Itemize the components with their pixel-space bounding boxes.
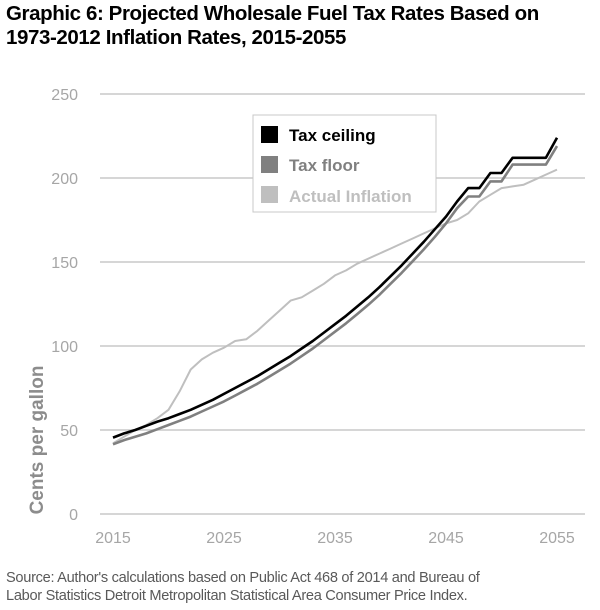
legend-box <box>252 114 437 213</box>
source-note: Source: Author's calculations based on P… <box>6 569 600 605</box>
y-tick-label: 0 <box>69 507 78 524</box>
x-tick-label: 2025 <box>206 530 242 547</box>
y-tick-label: 50 <box>60 423 78 440</box>
x-tick-label: 2035 <box>317 530 353 547</box>
legend-item-tax-ceiling: Tax ceiling <box>261 126 376 145</box>
source-note-line-2: Labor Statistics Detroit Metropolitan St… <box>6 588 468 604</box>
x-tick-label: 2045 <box>428 530 464 547</box>
series-line-tax-floor <box>112 145 559 446</box>
x-axis-ticks: 2015 2025 2035 2045 2055 <box>95 530 575 547</box>
y-axis-label: Cents per gallon <box>27 366 48 515</box>
x-tick-label: 2055 <box>539 530 575 547</box>
chart-title: Graphic 6: Projected Wholesale Fuel Tax … <box>6 2 600 50</box>
gridlines <box>100 93 585 515</box>
legend-item-tax-floor: Tax floor <box>261 156 360 175</box>
y-tick-label: 100 <box>51 339 78 356</box>
series-lines <box>112 137 559 446</box>
series-line-tax-ceiling <box>112 137 559 439</box>
series-line-actual-inflation <box>112 168 558 445</box>
legend-swatch-tax-ceiling <box>261 126 278 143</box>
source-note-line-1: Source: Author's calculations based on P… <box>6 570 480 586</box>
y-tick-label: 150 <box>51 255 78 272</box>
y-tick-label: 200 <box>51 171 78 188</box>
legend-label-tax-ceiling: Tax ceiling <box>289 126 376 145</box>
x-tick-label: 2015 <box>95 530 131 547</box>
chart-title-line-1: Graphic 6: Projected Wholesale Fuel Tax … <box>6 2 539 25</box>
y-tick-label: 250 <box>51 87 78 104</box>
legend: Tax ceiling Tax floor Actual Inflation <box>252 114 437 213</box>
legend-swatch-tax-floor <box>261 156 278 173</box>
legend-item-actual-inflation: Actual Inflation <box>261 186 412 206</box>
chart-title-line-2: 1973-2012 Inflation Rates, 2015-2055 <box>6 26 346 49</box>
legend-swatch-actual-inflation <box>261 186 278 203</box>
legend-label-tax-floor: Tax floor <box>289 156 360 175</box>
y-axis-ticks: 0 50 100 150 200 250 <box>51 87 78 524</box>
legend-label-actual-inflation: Actual Inflation <box>289 187 412 206</box>
